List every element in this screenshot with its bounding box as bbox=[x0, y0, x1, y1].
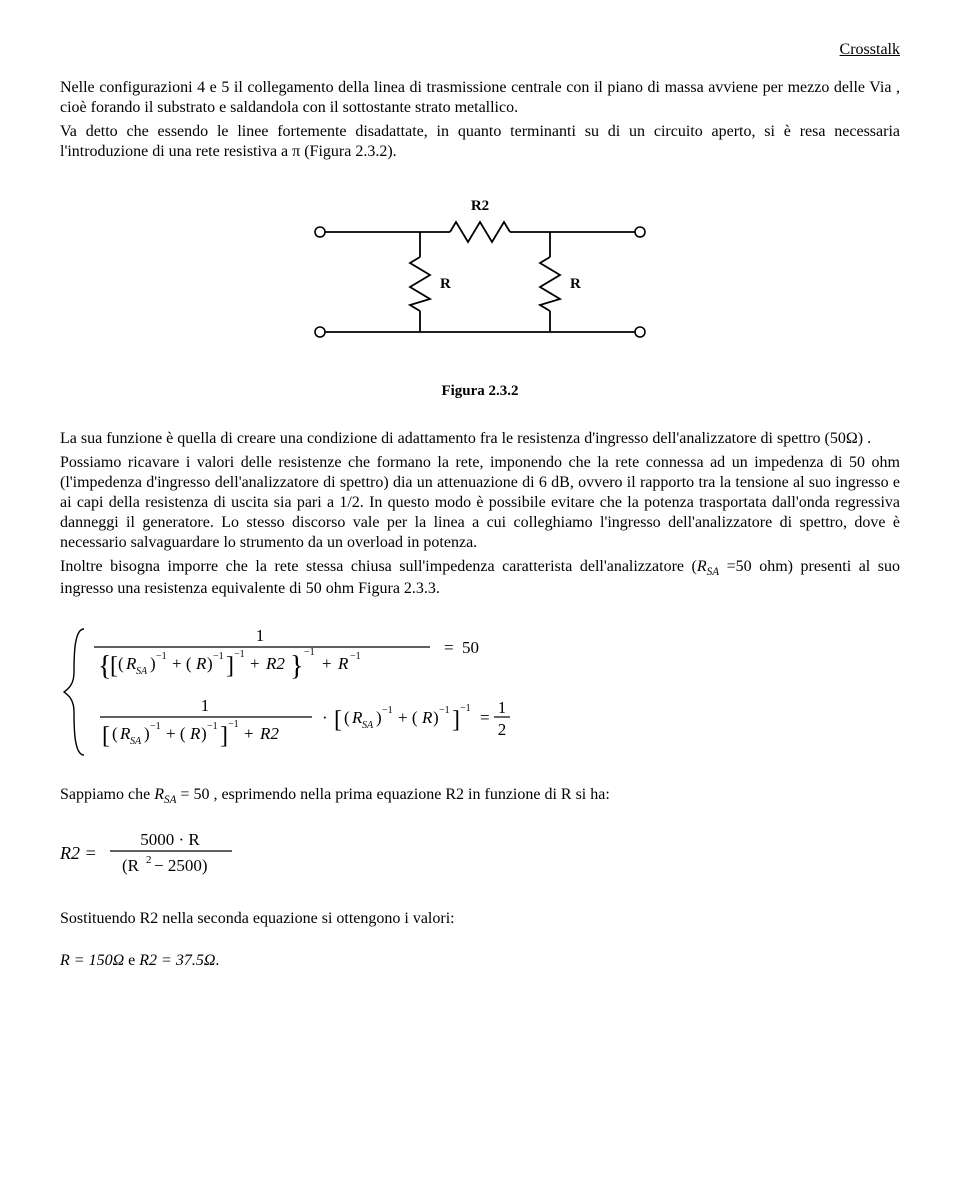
paragraph-3: La sua funzione è quella di creare una c… bbox=[60, 429, 900, 449]
svg-text:=: = bbox=[480, 708, 490, 727]
svg-text:+: + bbox=[322, 654, 332, 673]
svg-text:SA: SA bbox=[136, 666, 148, 677]
page-header: Crosstalk bbox=[60, 40, 900, 60]
svg-text:=: = bbox=[444, 638, 454, 657]
paragraph-4: Possiamo ricavare i valori delle resiste… bbox=[60, 453, 900, 553]
svg-text:+ (: + ( bbox=[166, 724, 186, 743]
equation-r2: R2 = 5000 · R (R 2 − 2500) bbox=[60, 825, 900, 881]
svg-text:R: R bbox=[189, 724, 201, 743]
svg-text:): ) bbox=[144, 724, 150, 743]
paragraph-1: Nelle configurazioni 4 e 5 il collegamen… bbox=[60, 78, 900, 118]
svg-text:−1: −1 bbox=[156, 651, 167, 662]
paragraph-5: Inoltre bisogna imporre che la rete stes… bbox=[60, 557, 900, 599]
svg-text:+: + bbox=[244, 724, 254, 743]
svg-text:− 2500): − 2500) bbox=[154, 856, 208, 875]
svg-text:]: ] bbox=[226, 653, 234, 679]
svg-text:·: · bbox=[322, 708, 328, 727]
svg-text:−1: −1 bbox=[150, 721, 161, 732]
svg-text:5000 · R: 5000 · R bbox=[140, 830, 200, 849]
svg-text:R: R bbox=[337, 654, 349, 673]
svg-text:R2: R2 bbox=[265, 654, 285, 673]
svg-text:2: 2 bbox=[146, 854, 152, 866]
body-paragraphs: La sua funzione è quella di creare una c… bbox=[60, 429, 900, 599]
svg-text:SA: SA bbox=[130, 736, 142, 747]
paragraph-6: Sappiamo che RSA = 50 , esprimendo nella… bbox=[60, 785, 900, 807]
circuit-figure: R2 R R bbox=[60, 192, 900, 362]
svg-text:−1: −1 bbox=[460, 703, 471, 714]
svg-text:}: } bbox=[290, 651, 303, 682]
svg-text:]: ] bbox=[452, 707, 460, 733]
svg-text:): ) bbox=[201, 724, 207, 743]
svg-text:[: [ bbox=[110, 653, 118, 679]
svg-text:SA: SA bbox=[362, 720, 374, 731]
figure-caption: Figura 2.3.2 bbox=[60, 382, 900, 401]
svg-text:R2: R2 bbox=[259, 724, 279, 743]
label-r2: R2 bbox=[471, 198, 489, 214]
svg-text:(R: (R bbox=[122, 856, 140, 875]
svg-text:−1: −1 bbox=[213, 651, 224, 662]
svg-text:R: R bbox=[421, 708, 433, 727]
svg-text:50: 50 bbox=[462, 638, 479, 657]
svg-text:+: + bbox=[250, 654, 260, 673]
svg-text:−1: −1 bbox=[350, 651, 361, 662]
svg-text:1: 1 bbox=[498, 698, 507, 717]
svg-text:+ (: + ( bbox=[398, 708, 418, 727]
result-line: R = 150Ω e R2 = 37.5Ω. bbox=[60, 951, 900, 971]
svg-text:): ) bbox=[433, 708, 439, 727]
paragraph-7: Sostituendo R2 nella seconda equazione s… bbox=[60, 909, 900, 929]
svg-text:2: 2 bbox=[498, 720, 507, 739]
svg-text:1: 1 bbox=[201, 696, 210, 715]
svg-text:R2 =: R2 = bbox=[60, 843, 97, 863]
svg-text:]: ] bbox=[220, 723, 228, 749]
equation-system: 1 { [ ( R SA ) −1 + ( R ) −1 ] −1 + R2 }… bbox=[60, 617, 900, 767]
svg-text:−1: −1 bbox=[304, 647, 315, 658]
svg-text:+ (: + ( bbox=[172, 654, 192, 673]
svg-text:−1: −1 bbox=[207, 721, 218, 732]
svg-text:): ) bbox=[150, 654, 156, 673]
svg-text:[: [ bbox=[334, 707, 342, 733]
paragraph-2: Va detto che essendo le linee fortemente… bbox=[60, 122, 900, 162]
svg-text:−1: −1 bbox=[234, 649, 245, 660]
svg-text:−1: −1 bbox=[382, 705, 393, 716]
label-r-left: R bbox=[440, 276, 451, 292]
label-r-right: R bbox=[570, 276, 581, 292]
svg-text:): ) bbox=[376, 708, 382, 727]
svg-text:(: ( bbox=[112, 724, 118, 743]
svg-text:−1: −1 bbox=[439, 705, 450, 716]
svg-text:): ) bbox=[207, 654, 213, 673]
svg-text:−1: −1 bbox=[228, 719, 239, 730]
svg-text:[: [ bbox=[102, 723, 110, 749]
intro-paragraphs: Nelle configurazioni 4 e 5 il collegamen… bbox=[60, 78, 900, 162]
svg-text:R: R bbox=[195, 654, 207, 673]
svg-text:(: ( bbox=[344, 708, 350, 727]
svg-text:(: ( bbox=[118, 654, 124, 673]
svg-text:1: 1 bbox=[256, 626, 265, 645]
